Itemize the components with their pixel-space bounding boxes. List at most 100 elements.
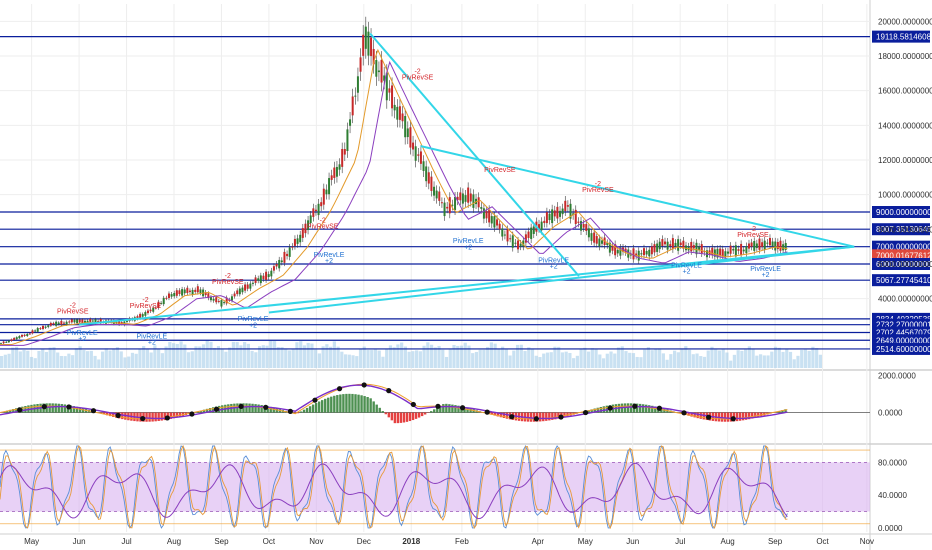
macd-histogram-bar — [272, 407, 275, 413]
volume-bar — [108, 350, 112, 368]
macd-histogram-bar — [208, 408, 212, 413]
volume-bar — [261, 345, 265, 368]
volume-bar — [355, 356, 359, 368]
trend-line[interactable] — [268, 245, 855, 314]
candle-body — [186, 287, 189, 293]
macd-histogram-bar — [351, 393, 354, 413]
candle-body — [469, 193, 472, 202]
price-level-text: 9000.00000000 — [876, 208, 932, 217]
macd-histogram-bar — [102, 412, 106, 415]
candle-body — [317, 203, 320, 216]
x-tick-label: Jun — [73, 537, 86, 546]
macd-histogram-bar — [648, 405, 651, 413]
candle-body — [388, 88, 391, 93]
trend-line[interactable] — [369, 32, 580, 277]
macd-histogram-bar — [320, 400, 324, 413]
volume-bar — [243, 342, 247, 368]
macd-histogram-bar — [390, 412, 394, 421]
macd-cross-dot — [115, 412, 121, 419]
volume-bar — [497, 348, 501, 368]
candle-body — [582, 224, 585, 228]
macd-histogram-bar — [154, 412, 157, 422]
macd-cross-dot — [287, 408, 293, 414]
buy-signal-label: +2 — [683, 269, 691, 276]
macd-histogram-bar — [532, 412, 536, 422]
price-level-tag[interactable] — [872, 249, 930, 262]
candle-body — [404, 116, 407, 138]
candle-body — [188, 290, 191, 292]
volume-bar — [811, 346, 815, 368]
candle-body — [679, 242, 682, 246]
price-pane: -2PivRevSE-2PivRevSE-2PivRevSE-2PivRevSE… — [0, 16, 870, 368]
macd-cross-dot — [90, 408, 97, 414]
volume-bar — [818, 354, 823, 368]
macd-histogram-bar — [330, 396, 333, 413]
price-tick-label: 20000.00000000 — [878, 17, 932, 26]
candle-body — [251, 282, 254, 284]
volume-bar — [168, 341, 172, 368]
candle-body — [755, 243, 758, 249]
price-level-tag[interactable] — [872, 274, 930, 287]
volume-bar — [18, 351, 22, 368]
price-tick-label: 8000.00000000 — [878, 225, 932, 234]
price-level-tag[interactable] — [872, 223, 930, 236]
volume-bar — [37, 351, 41, 368]
macd-histogram-bar — [563, 412, 566, 418]
volume-bar — [493, 343, 497, 368]
price-level-tag[interactable] — [872, 258, 930, 270]
candle-body — [91, 320, 94, 322]
macd-histogram-bar — [466, 407, 469, 413]
candle-body — [419, 151, 422, 164]
trend-line[interactable] — [78, 245, 855, 326]
volume-bar — [171, 343, 176, 368]
candle-body — [314, 209, 317, 212]
candle-body — [608, 242, 611, 253]
candle-body — [540, 221, 543, 231]
candle-body — [503, 234, 506, 236]
macd-histogram-bar — [635, 403, 639, 413]
candle-body — [433, 186, 436, 196]
volume-bar — [112, 348, 116, 368]
candle-body — [125, 320, 128, 322]
candle-body — [430, 176, 433, 191]
macd-histogram-bar — [169, 412, 172, 419]
volume-bar — [340, 351, 344, 368]
volume-bar — [325, 344, 329, 368]
candle-body — [496, 219, 499, 226]
buy-signal-label: PivRevLE — [238, 316, 269, 323]
stoch-tick-label: 40.0000 — [878, 491, 907, 500]
volume-bar — [792, 359, 796, 368]
volume-bar — [41, 348, 45, 368]
price-level-tag[interactable] — [872, 342, 930, 355]
candle-body — [385, 72, 388, 101]
stoch-d-line — [0, 444, 788, 530]
volume-bar — [553, 346, 557, 368]
price-level-text: 5067.27745410 — [876, 276, 932, 285]
macd-cross-dot — [189, 411, 195, 417]
volume-bar — [721, 348, 725, 368]
volume-bar — [302, 345, 307, 368]
x-tick-label: Jun — [626, 537, 639, 546]
macd-histogram-bar — [587, 410, 590, 413]
volume-bar — [740, 350, 744, 368]
candle-body — [532, 226, 535, 234]
x-tick-label: Sep — [768, 537, 783, 546]
macd-histogram-bar — [735, 412, 739, 422]
macd-histogram-bar — [145, 412, 148, 422]
macd-histogram-bar — [178, 412, 182, 417]
volume-bar — [444, 356, 449, 368]
buy-signal-label: +2 — [325, 258, 333, 265]
x-tick-label: Oct — [816, 537, 829, 546]
candle-body — [551, 209, 554, 224]
volume-bar — [609, 351, 613, 368]
macd-cross-dot — [238, 403, 244, 410]
volume-bar — [661, 353, 665, 368]
price-level-tag[interactable] — [872, 206, 930, 218]
trend-line[interactable] — [420, 145, 855, 248]
price-level-tag[interactable] — [872, 30, 930, 43]
volume-bar — [482, 349, 486, 368]
volume-bar — [280, 347, 284, 368]
volume-bar — [564, 351, 568, 368]
macd-cross-dot — [459, 405, 466, 411]
